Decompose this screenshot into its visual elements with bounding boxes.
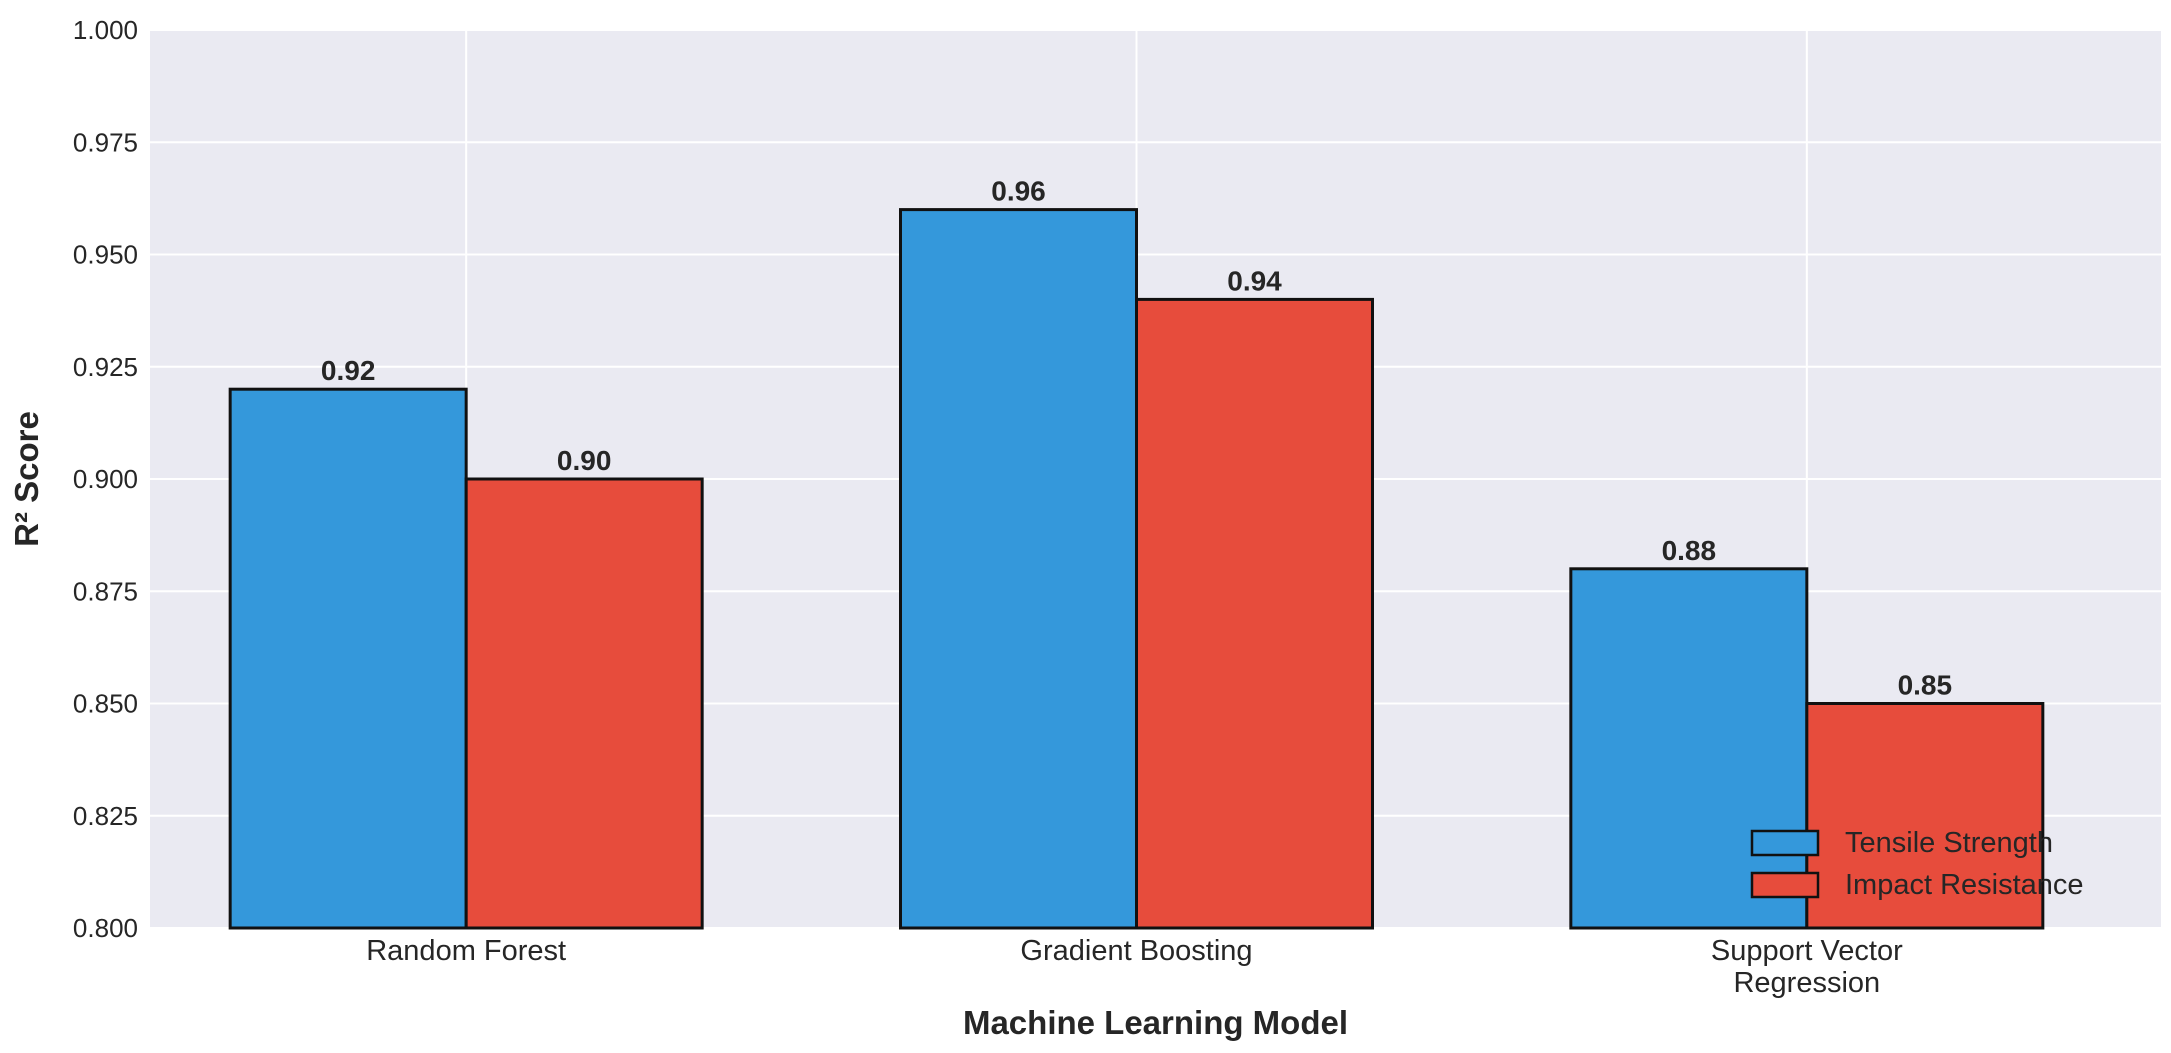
y-tick-label: 0.975 bbox=[73, 127, 138, 157]
y-tick-label: 0.800 bbox=[73, 913, 138, 943]
bar-impact-resistance[interactable] bbox=[1135, 297, 1374, 930]
y-tick-label: 0.900 bbox=[73, 464, 138, 494]
x-tick-label: Regression bbox=[1733, 967, 1880, 999]
y-tick-label: 0.825 bbox=[73, 801, 138, 831]
bar-tensile-strength[interactable] bbox=[228, 387, 468, 930]
legend-label[interactable]: Impact Resistance bbox=[1845, 869, 2084, 901]
y-tick-label: 0.875 bbox=[73, 576, 138, 606]
data-label: 0.85 bbox=[1898, 670, 1953, 701]
y-tick-label: 1.000 bbox=[73, 15, 138, 45]
data-label: 0.92 bbox=[321, 355, 376, 386]
y-axis-title: R² Score bbox=[8, 411, 45, 547]
x-tick-label: Support Vector bbox=[1711, 935, 1903, 967]
x-tick-label: Gradient Boosting bbox=[1020, 935, 1252, 967]
y-tick-label: 0.925 bbox=[73, 352, 138, 382]
legend-swatch-impact-resistance[interactable] bbox=[1750, 871, 1820, 899]
bar-tensile-strength[interactable] bbox=[1569, 567, 1809, 930]
y-tick-label: 0.950 bbox=[73, 240, 138, 270]
legend-swatch-tensile-strength[interactable] bbox=[1750, 829, 1820, 857]
legend-label[interactable]: Tensile Strength bbox=[1845, 827, 2053, 859]
bar-tensile-strength[interactable] bbox=[899, 208, 1138, 930]
x-tick-label: Random Forest bbox=[366, 935, 566, 967]
data-label: 0.96 bbox=[991, 176, 1046, 207]
data-label: 0.94 bbox=[1227, 265, 1282, 296]
data-label: 0.88 bbox=[1662, 535, 1717, 566]
bar-impact-resistance[interactable] bbox=[464, 477, 704, 930]
y-tick-label: 0.850 bbox=[73, 689, 138, 719]
data-label: 0.90 bbox=[557, 445, 612, 476]
bar-impact-resistance[interactable] bbox=[1805, 702, 2045, 930]
x-axis-title: Machine Learning Model bbox=[963, 1004, 1348, 1041]
